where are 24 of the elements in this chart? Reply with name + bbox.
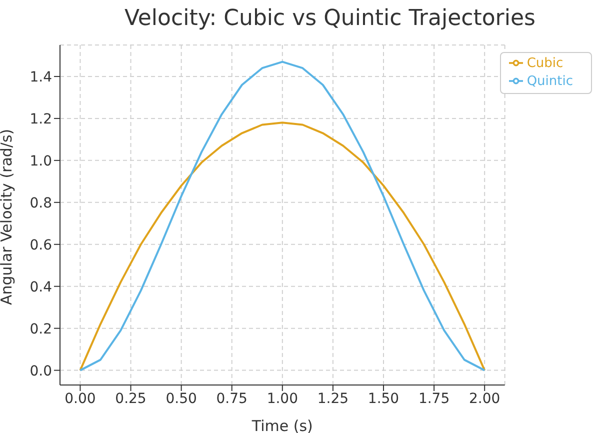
y-axis-title: Angular Velocity (rad/s) (0, 128, 16, 305)
x-tick-label: 0.75 (216, 390, 248, 407)
x-tick-label: 1.00 (266, 390, 298, 407)
x-axis-title: Time (s) (250, 417, 313, 433)
x-tick-label: 1.25 (317, 390, 349, 407)
chart-title: Velocity: Cubic vs Quintic Trajectories (124, 6, 536, 31)
legend-label: Cubic (526, 56, 564, 71)
y-tick-label: 1.2 (30, 111, 52, 128)
y-tick-label: 1.0 (30, 153, 52, 170)
x-tick-label: 0.00 (64, 390, 96, 407)
legend-label: Quintic (526, 74, 573, 89)
y-tick-label: 0.4 (30, 279, 52, 296)
y-tick-label: 0.8 (30, 195, 52, 212)
line-series (79, 60, 486, 372)
y-tick-label: 1.4 (30, 69, 52, 86)
x-tick-label: 1.75 (418, 390, 450, 407)
x-tick-label: 1.50 (368, 390, 400, 407)
y-tick-label: 0.2 (30, 321, 52, 338)
x-tick-label: 2.00 (469, 390, 500, 407)
y-tick-label: 0.0 (30, 363, 52, 380)
x-tick-label: 0.50 (166, 390, 197, 407)
y-tick-label: 0.6 (30, 237, 52, 254)
line-series (79, 122, 486, 372)
x-tick-label: 0.25 (115, 390, 146, 407)
